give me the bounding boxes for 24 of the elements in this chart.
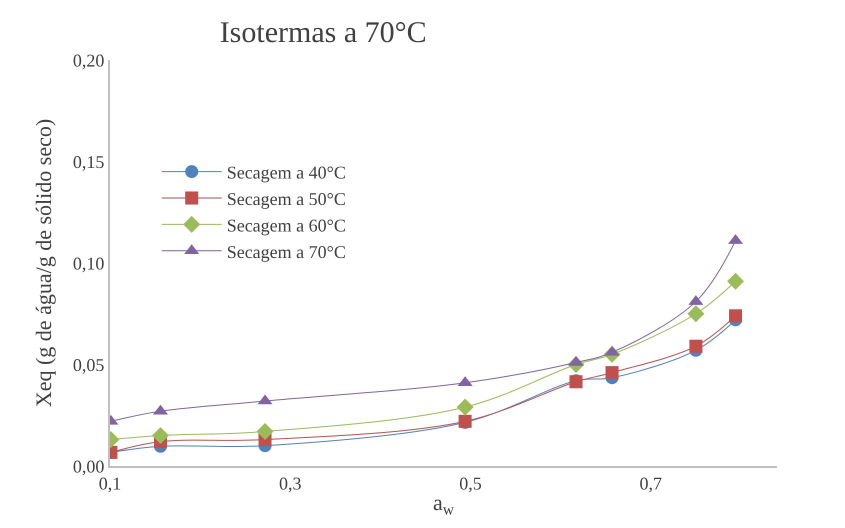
point — [152, 427, 169, 444]
y-tick-label: 0,10 — [72, 253, 104, 274]
y-axis-title: Xeq (g de água/g de sólido seco) — [31, 118, 56, 408]
legend-label: Secagem a 50°C — [226, 189, 346, 209]
y-tick-label: 0,20 — [72, 50, 104, 70]
x-tick-label: 0,3 — [279, 474, 302, 494]
point — [687, 305, 704, 322]
x-tick-label: 0,1 — [98, 474, 122, 494]
x-axis-title: a$_{w}$ — [433, 490, 455, 519]
legend-label: Secagem a 40°C — [226, 162, 346, 183]
point — [256, 423, 274, 440]
x-tick-label: 0,5 — [459, 474, 482, 494]
x-tick-label: 0,7 — [640, 474, 662, 494]
y-tick-label: 0,00 — [72, 456, 104, 476]
point — [727, 272, 744, 290]
point — [606, 366, 619, 380]
legend-label: Secagem a 60°C — [226, 215, 346, 236]
y-tick-label: 0,15 — [72, 152, 104, 172]
chart-title: Isotermas a 70°C — [220, 16, 427, 50]
y-tick-label: 0,05 — [72, 354, 104, 375]
legend-label: Secagem a 70°C — [226, 242, 346, 262]
point — [689, 340, 702, 353]
point — [729, 309, 742, 322]
point — [456, 398, 474, 416]
